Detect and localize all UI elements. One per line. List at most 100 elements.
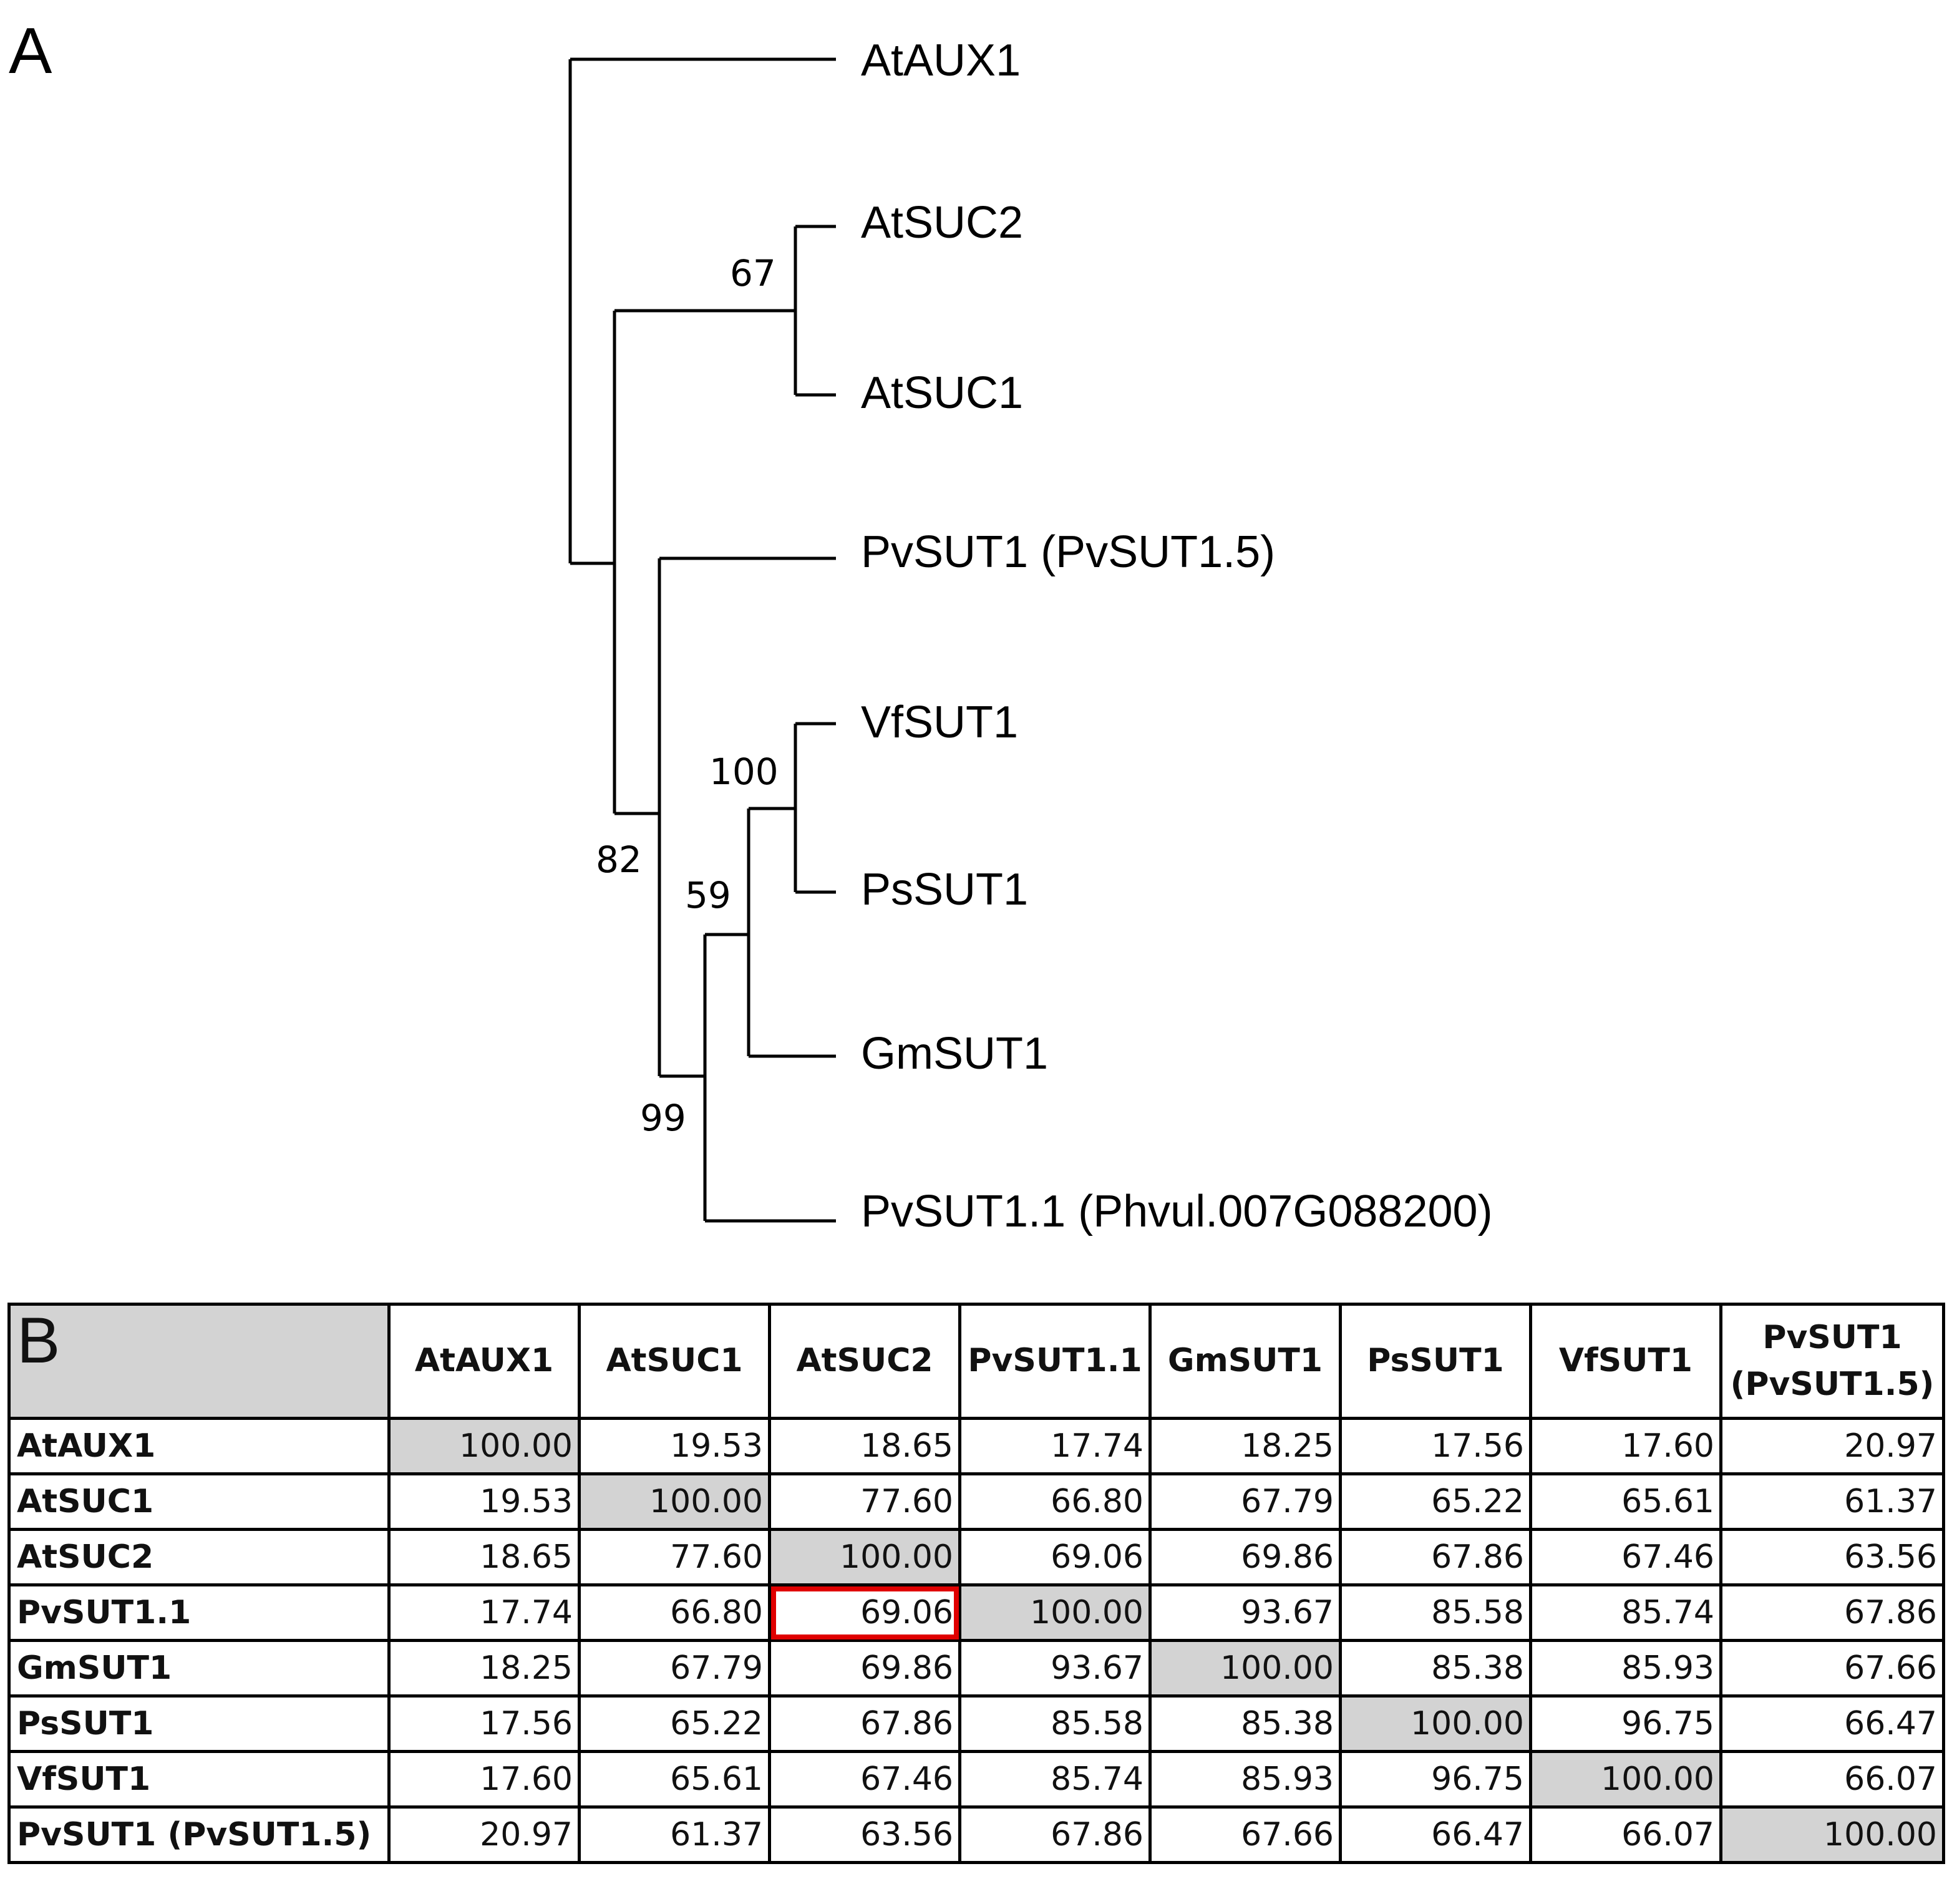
matrix-cell: 61.37 — [578, 1805, 771, 1864]
matrix-cell: 66.47 — [1339, 1805, 1532, 1864]
column-header: GmSUT1 — [1148, 1303, 1342, 1420]
table-row: AtSUC1 19.53 100.00 77.60 66.80 67.79 65.22 65.… — [7, 1472, 1945, 1531]
row-header: PsSUT1 — [7, 1694, 391, 1753]
panel-b-label: B — [17, 1304, 61, 1377]
matrix-cell: 67.66 — [1719, 1639, 1945, 1698]
row-header: PvSUT1 (PvSUT1.5) — [7, 1805, 391, 1864]
taxon-label: PsSUT1 — [861, 865, 1028, 915]
column-header: AtAUX1 — [387, 1303, 581, 1420]
column-header: PvSUT1.1 — [958, 1303, 1152, 1420]
matrix-cell: 67.79 — [578, 1639, 771, 1698]
bootstrap-values: 67 100 59 82 99 — [596, 252, 779, 1139]
panel-a-label: A — [9, 15, 52, 87]
row-header: AtAUX1 — [7, 1417, 391, 1475]
matrix-cell: 100.00 — [387, 1417, 581, 1475]
taxon-label: AtAUX1 — [861, 36, 1021, 85]
matrix-cell: 96.75 — [1339, 1750, 1532, 1809]
matrix-cell: 67.86 — [1339, 1528, 1532, 1586]
column-header: PsSUT1 — [1339, 1303, 1532, 1420]
matrix-cell: 18.25 — [387, 1639, 581, 1698]
matrix-cell: 67.79 — [1148, 1472, 1342, 1531]
taxon-label: VfSUT1 — [861, 697, 1018, 747]
matrix-cell: 65.61 — [578, 1750, 771, 1809]
matrix-cell: 85.38 — [1339, 1639, 1532, 1698]
matrix-cell: 93.67 — [1148, 1583, 1342, 1642]
matrix-cell: 66.80 — [578, 1583, 771, 1642]
table-row: AtSUC2 18.65 77.60 100.00 69.06 69.86 67.86 67.… — [7, 1528, 1945, 1586]
bootstrap-label: 100 — [709, 750, 779, 793]
taxon-label: AtSUC2 — [861, 198, 1023, 248]
matrix-cell: 19.53 — [387, 1472, 581, 1531]
matrix-cell: 20.97 — [1719, 1417, 1945, 1475]
taxon-label: PvSUT1.1 (Phvul.007G088200) — [861, 1187, 1493, 1236]
matrix-cell: 100.00 — [1719, 1805, 1945, 1864]
taxon-labels: AtAUX1 AtSUC2 AtSUC1 PvSUT1 (PvSUT1.5) V… — [861, 36, 1493, 1236]
table-row: PvSUT1 (PvSUT1.5) 20.97 61.37 63.56 67.86 67.… — [7, 1805, 1945, 1864]
matrix-cell: 17.56 — [387, 1694, 581, 1753]
matrix-cell: 18.65 — [768, 1417, 961, 1475]
table-row: AtAUX1 100.00 19.53 18.65 17.74 18.25 17.56 17.… — [7, 1417, 1945, 1475]
table-row: PsSUT1 17.56 65.22 67.86 85.58 85.38 100.00 96.… — [7, 1694, 1945, 1753]
matrix-cell: 65.61 — [1529, 1472, 1722, 1531]
matrix-cell: 100.00 — [1529, 1750, 1722, 1809]
matrix-cell: 65.22 — [1339, 1472, 1532, 1531]
taxon-label: PvSUT1 (PvSUT1.5) — [861, 527, 1275, 577]
column-header: AtSUC1 — [578, 1303, 771, 1420]
matrix-corner: B — [7, 1303, 391, 1420]
matrix-cell: 69.86 — [1148, 1528, 1342, 1586]
matrix-cell: 85.93 — [1529, 1639, 1722, 1698]
matrix-cell: 85.58 — [1339, 1583, 1532, 1642]
matrix-cell: 85.74 — [958, 1750, 1152, 1809]
matrix-body: AtAUX1 100.00 19.53 18.65 17.74 18.25 17.56 17.… — [7, 1417, 1945, 1864]
bootstrap-label: 59 — [685, 874, 731, 916]
row-header: GmSUT1 — [7, 1639, 391, 1698]
phylogenetic-tree: AtAUX1 AtSUC2 AtSUC1 PvSUT1 (PvSUT1.5) V… — [568, 36, 1493, 1236]
matrix-cell: 96.75 — [1529, 1694, 1722, 1753]
matrix-cell: 61.37 — [1719, 1472, 1945, 1531]
matrix-cell: 63.56 — [768, 1805, 961, 1864]
matrix-cell: 66.80 — [958, 1472, 1152, 1531]
matrix-header-row: B AtAUX1 AtSUC1 AtSUC2 PvSUT1.1 GmSUT1 P… — [7, 1303, 1945, 1420]
matrix-cell: 85.74 — [1529, 1583, 1722, 1642]
matrix-cell: 18.25 — [1148, 1417, 1342, 1475]
matrix-cell: 85.38 — [1148, 1694, 1342, 1753]
matrix-cell: 17.60 — [387, 1750, 581, 1809]
matrix-cell: 65.22 — [578, 1694, 771, 1753]
matrix-cell: 69.86 — [768, 1639, 961, 1698]
matrix-cell: 85.58 — [958, 1694, 1152, 1753]
taxon-label: AtSUC1 — [861, 368, 1023, 418]
matrix-cell: 100.00 — [1339, 1694, 1532, 1753]
matrix-cell: 18.65 — [387, 1528, 581, 1586]
table-row: GmSUT1 18.25 67.79 69.86 93.67 100.00 85.38 85.… — [7, 1639, 1945, 1698]
row-header: PvSUT1.1 — [7, 1583, 391, 1642]
column-header: PvSUT1 (PvSUT1.5) — [1719, 1303, 1945, 1420]
matrix-cell: 19.53 — [578, 1417, 771, 1475]
row-header: AtSUC1 — [7, 1472, 391, 1531]
matrix-cell: 85.93 — [1148, 1750, 1342, 1809]
matrix-cell: 20.97 — [387, 1805, 581, 1864]
row-header: VfSUT1 — [7, 1750, 391, 1809]
matrix-cell: 67.46 — [1529, 1528, 1722, 1586]
matrix-cell: 67.86 — [1719, 1583, 1945, 1642]
matrix-cell: 66.47 — [1719, 1694, 1945, 1753]
matrix-cell: 67.66 — [1148, 1805, 1342, 1864]
bootstrap-label: 67 — [730, 252, 776, 294]
table-row: PvSUT1.1 17.74 66.80 69.06 100.00 93.67 85.58 8… — [7, 1583, 1945, 1642]
row-header: AtSUC2 — [7, 1528, 391, 1586]
matrix-cell: 69.06 — [958, 1528, 1152, 1586]
matrix-cell: 100.00 — [1148, 1639, 1342, 1698]
bootstrap-label: 99 — [640, 1097, 686, 1139]
matrix-cell: 77.60 — [578, 1528, 771, 1586]
matrix-cell: 66.07 — [1529, 1805, 1722, 1864]
bootstrap-label: 82 — [596, 838, 642, 881]
matrix-cell: 63.56 — [1719, 1528, 1945, 1586]
matrix-cell: 100.00 — [768, 1528, 961, 1586]
matrix-cell: 67.86 — [958, 1805, 1152, 1864]
identity-matrix: B AtAUX1 AtSUC1 AtSUC2 PvSUT1.1 GmSUT1 P… — [7, 1303, 1945, 1864]
table-row: VfSUT1 17.60 65.61 67.46 85.74 85.93 96.75 100.… — [7, 1750, 1945, 1809]
matrix-cell: 100.00 — [958, 1583, 1152, 1642]
matrix-cell: 67.86 — [768, 1694, 961, 1753]
highlighted-cell: 69.06 — [768, 1583, 961, 1642]
matrix-cell: 17.60 — [1529, 1417, 1722, 1475]
